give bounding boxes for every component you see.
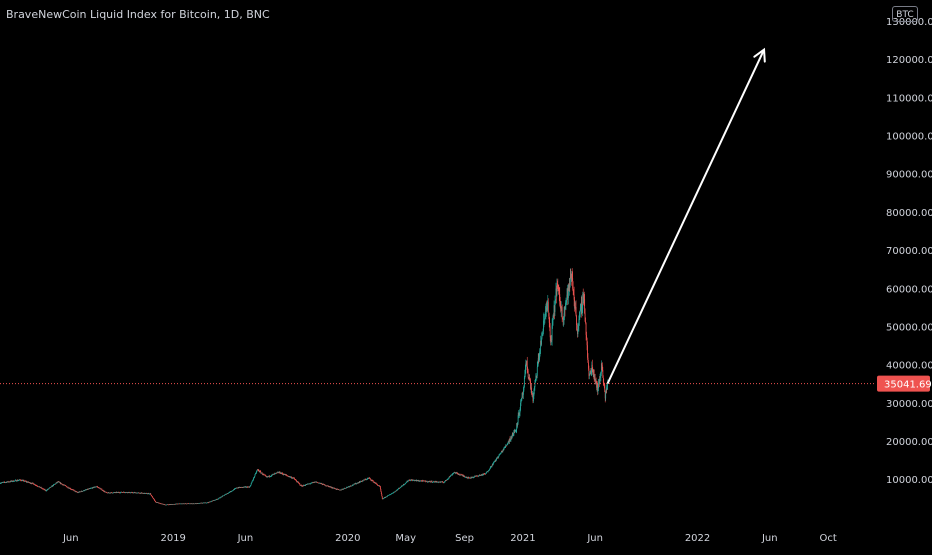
candle-body [380, 489, 381, 491]
time-tick-label: 2022 [685, 533, 710, 544]
candle-body [537, 367, 538, 376]
candle-body [542, 336, 543, 338]
currency-badge[interactable]: BTC [892, 6, 918, 22]
candle-body [605, 392, 606, 398]
candle-body [604, 385, 605, 392]
last-price-tag-text: 35041.69 [884, 380, 932, 391]
candle-body [432, 481, 433, 482]
candle-body [528, 371, 529, 377]
time-tick-label: May [395, 533, 416, 544]
price-tick-label: 30000.00 [886, 399, 932, 410]
candle-body [300, 484, 301, 485]
candle-body [381, 494, 382, 496]
price-tick-label: 50000.00 [886, 322, 932, 333]
candle-body [233, 490, 234, 491]
candle-body [401, 487, 402, 488]
candle-body [94, 487, 95, 488]
time-tick-label: Sep [455, 533, 474, 544]
candle-body [246, 487, 247, 488]
time-tick-label: 2020 [335, 533, 360, 544]
candle-body [39, 486, 40, 487]
candle-body [86, 490, 87, 491]
candle-body [360, 482, 361, 483]
candle-body [224, 495, 225, 496]
forecast-arrow[interactable] [608, 50, 765, 384]
price-tick-label: 70000.00 [886, 246, 932, 257]
candle-body [380, 486, 381, 489]
price-tick-label: 10000.00 [886, 475, 932, 486]
candle-body [324, 485, 325, 486]
price-tick-label: 100000.00 [886, 132, 932, 143]
candle-body [150, 493, 151, 494]
last-price-tag: 35041.69 [877, 376, 932, 392]
candle-body [153, 498, 154, 499]
price-tick-label: 60000.00 [886, 284, 932, 295]
time-tick-label: 2021 [510, 533, 535, 544]
price-tick-label: 20000.00 [886, 437, 932, 448]
arrow-shaft [608, 50, 764, 384]
time-tick-label: Jun [761, 533, 778, 544]
candle-body [154, 500, 155, 501]
price-axis[interactable]: 10000.00 20000.00 30000.00 40000.00 50000.00… [886, 17, 932, 486]
candle-body [311, 483, 312, 484]
candle-body [523, 388, 524, 391]
candle-body [33, 484, 34, 485]
candle-body [255, 474, 256, 476]
candle-body [548, 302, 549, 312]
candle-body [600, 378, 601, 384]
candle-body [524, 378, 525, 388]
candle-body [251, 483, 252, 485]
time-axis[interactable]: Jun 2019 Jun 2020 May Sep 2021 Jun 2022 Jun Oct [62, 533, 837, 544]
candle-body [607, 384, 608, 387]
candle-body [129, 492, 130, 493]
time-tick-label: Jun [62, 533, 79, 544]
time-tick-label: 2019 [160, 533, 185, 544]
price-tick-label: 90000.00 [886, 170, 932, 181]
price-tick-label: 40000.00 [886, 361, 932, 372]
time-tick-label: Jun [586, 533, 603, 544]
candle-body [370, 478, 371, 479]
candle-body [408, 481, 409, 482]
candle-body [562, 307, 563, 318]
candle-body [427, 481, 428, 482]
candle-body [458, 474, 459, 475]
candle-body [382, 496, 383, 498]
time-tick-label: Oct [820, 533, 837, 544]
candle-body [577, 325, 578, 330]
price-tick-label: 80000.00 [886, 208, 932, 219]
candle-series [0, 268, 608, 505]
candle-body [486, 473, 487, 474]
price-tick-label: 110000.00 [886, 93, 932, 104]
chart-title: BraveNewCoin Liquid Index for Bitcoin, 1… [6, 8, 270, 21]
price-tick-label: 120000.00 [886, 55, 932, 66]
candle-body [576, 307, 577, 316]
time-tick-label: Jun [237, 533, 254, 544]
